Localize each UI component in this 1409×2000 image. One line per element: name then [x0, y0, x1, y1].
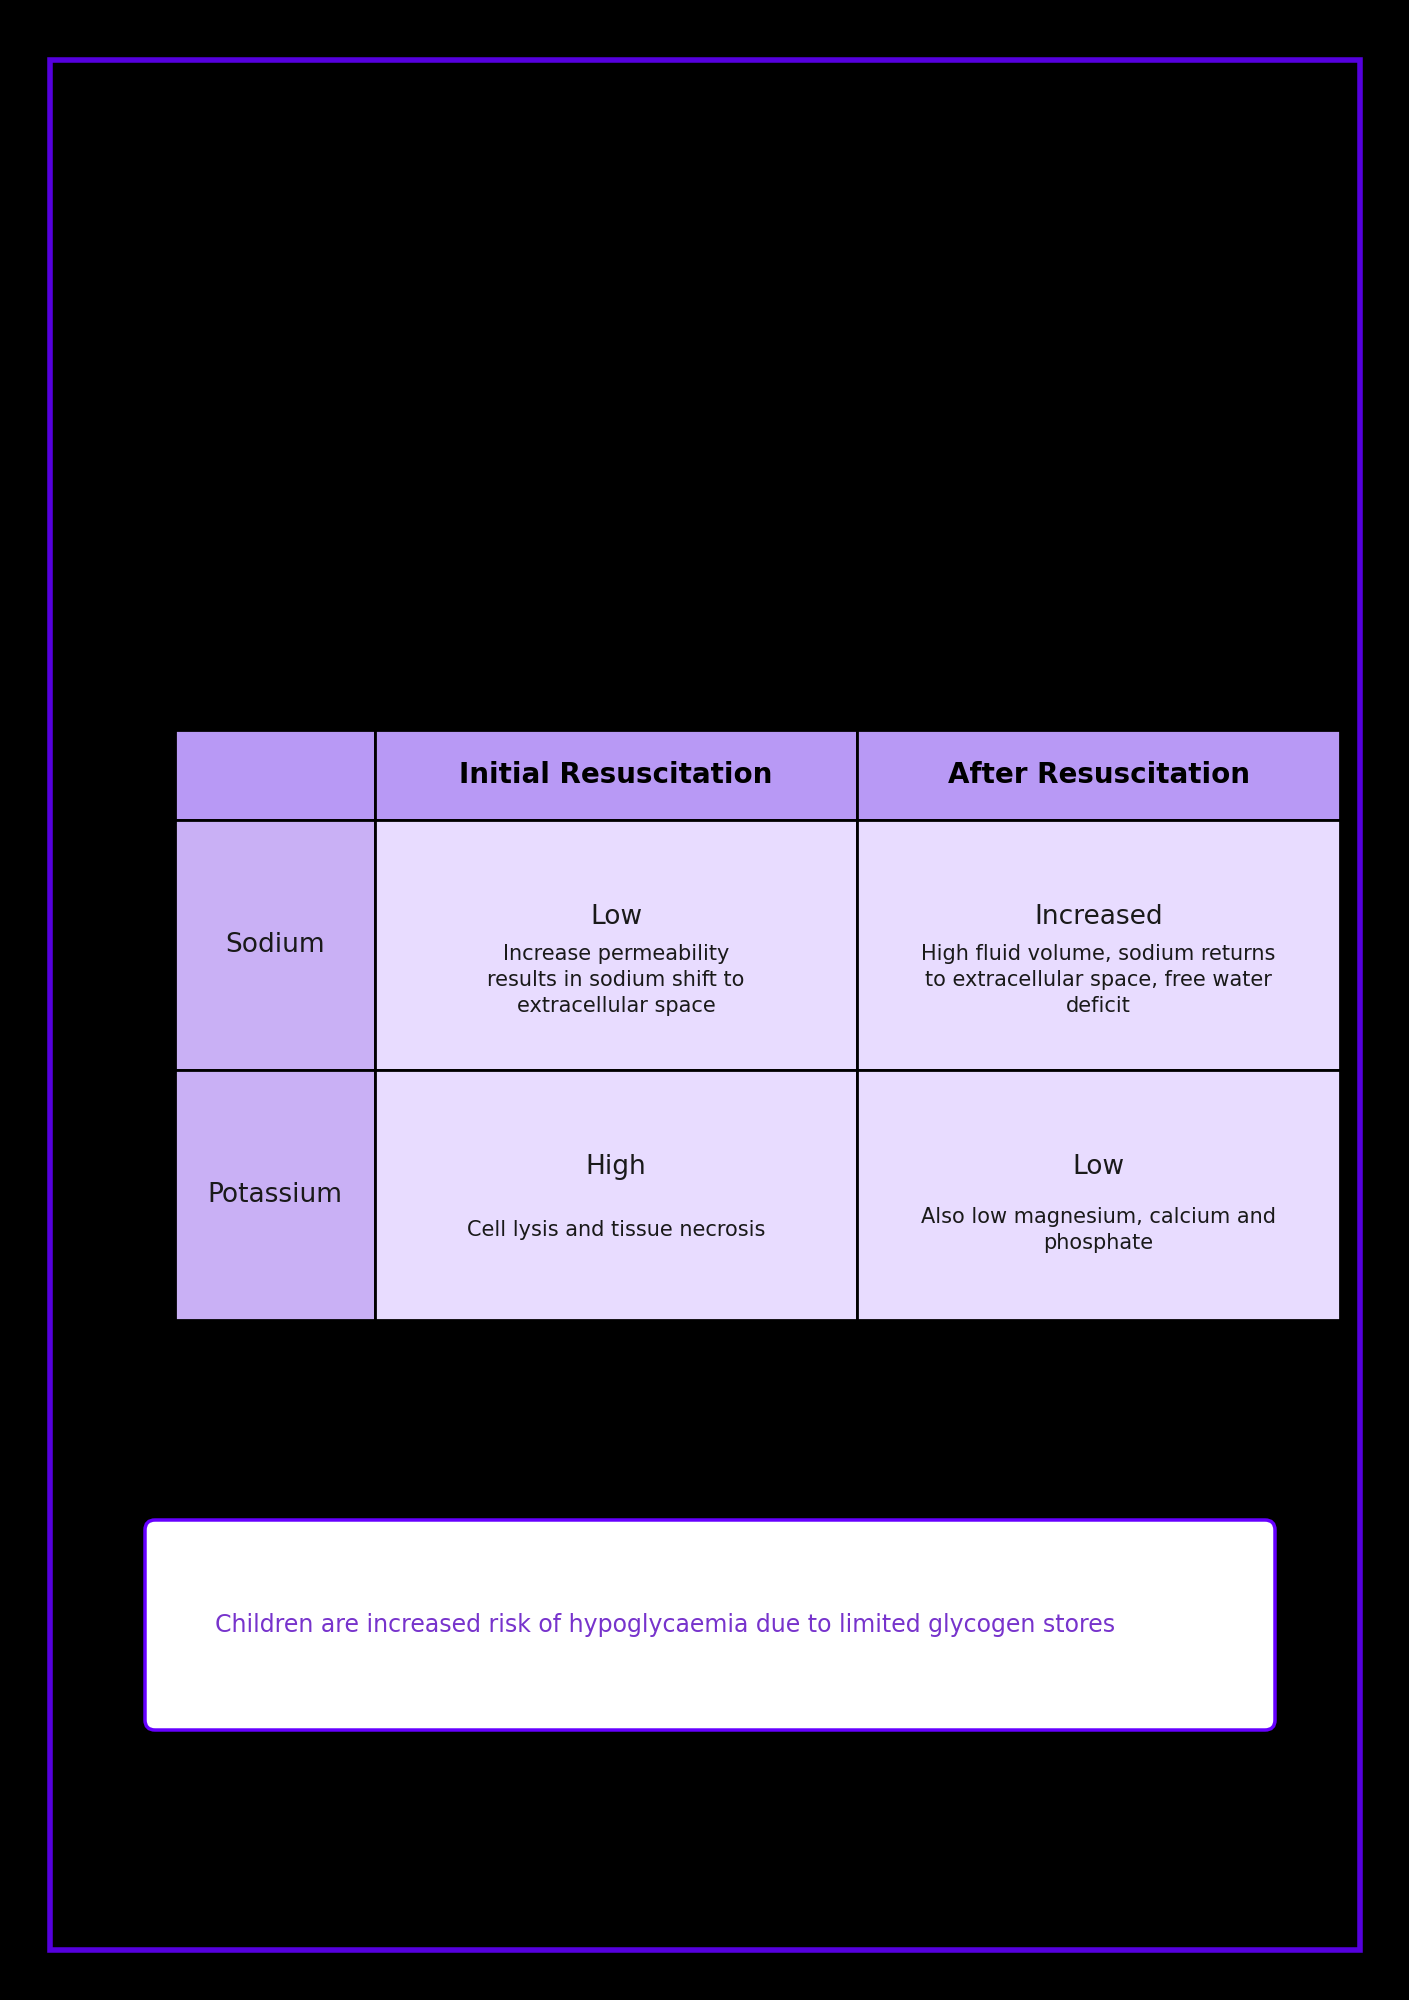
- Text: 🧑‍⚕️: 🧑‍⚕️: [352, 448, 428, 512]
- Bar: [857, 1070, 1340, 1320]
- Text: Low: Low: [1072, 1154, 1124, 1180]
- Bar: [175, 730, 375, 820]
- Bar: [175, 820, 375, 1070]
- Bar: [375, 820, 857, 1070]
- Text: Initial Resuscitation: Initial Resuscitation: [459, 760, 772, 788]
- Text: Cell lysis and tissue necrosis: Cell lysis and tissue necrosis: [466, 1220, 765, 1240]
- FancyBboxPatch shape: [145, 1520, 1275, 1730]
- Bar: [175, 1070, 375, 1320]
- Text: Also low magnesium, calcium and
phosphate: Also low magnesium, calcium and phosphat…: [921, 1206, 1277, 1254]
- Text: Increased: Increased: [1034, 904, 1162, 930]
- Bar: [857, 820, 1340, 1070]
- Text: High: High: [586, 1154, 647, 1180]
- Text: High fluid volume, sodium returns
to extracellular space, free water
deficit: High fluid volume, sodium returns to ext…: [921, 944, 1275, 1016]
- Text: After Resuscitation: After Resuscitation: [947, 760, 1250, 788]
- Text: Increase permeability
results in sodium shift to
extracellular space: Increase permeability results in sodium …: [488, 944, 745, 1016]
- Text: Potassium: Potassium: [207, 1182, 342, 1208]
- Bar: [857, 730, 1340, 820]
- Text: Children are increased risk of hypoglycaemia due to limited glycogen stores: Children are increased risk of hypoglyca…: [216, 1612, 1115, 1636]
- Bar: [375, 730, 857, 820]
- Text: Low: Low: [590, 904, 643, 930]
- Text: Sodium: Sodium: [225, 932, 325, 958]
- Bar: [375, 1070, 857, 1320]
